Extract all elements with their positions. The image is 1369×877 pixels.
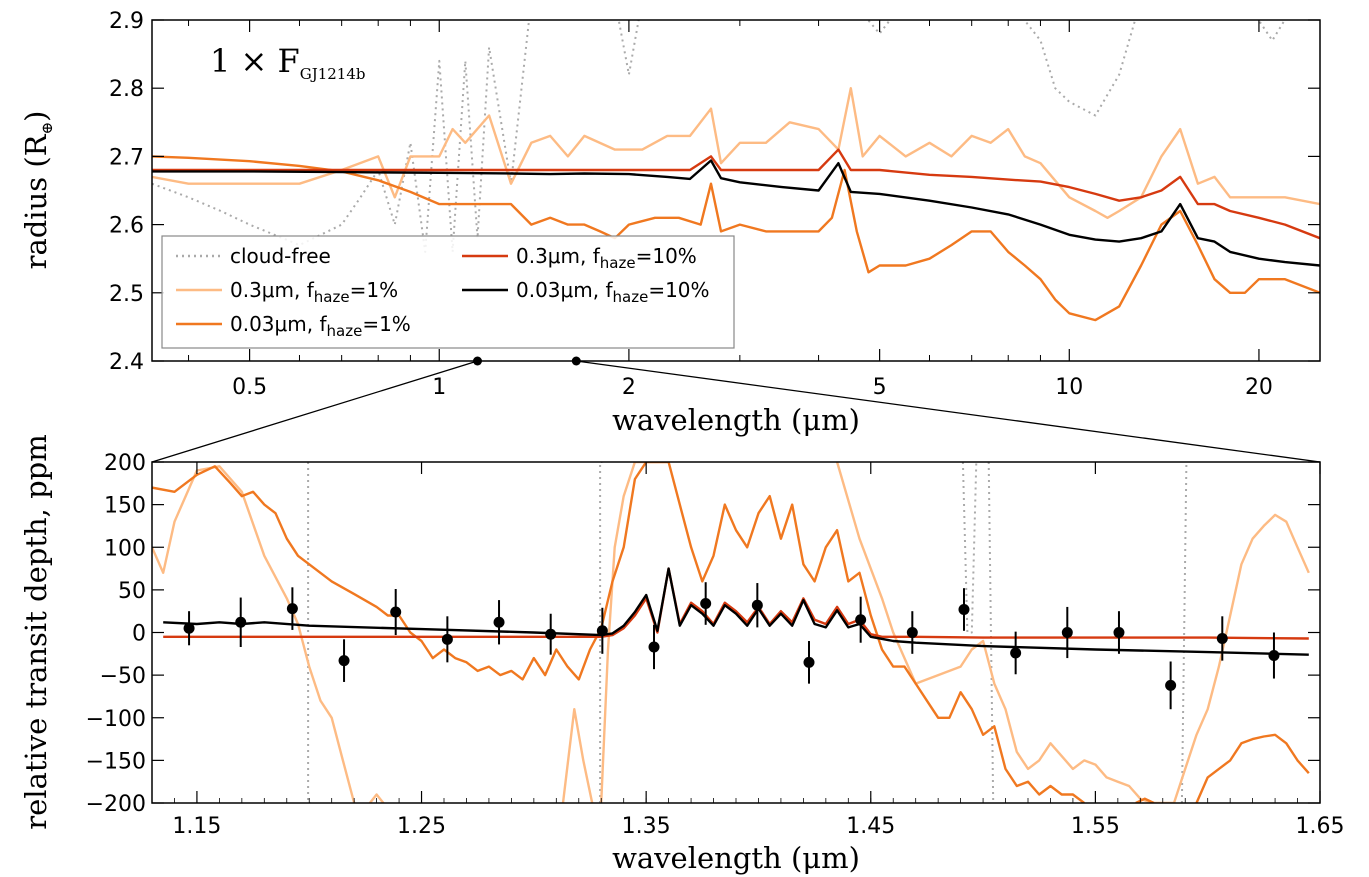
top-y-tick-label: 2.9 [109,9,144,34]
top-x-tick-label: 5 [873,375,887,400]
data-point [1113,627,1125,638]
bottom-x-tick-label: 1.65 [1296,814,1345,839]
data-point [441,633,453,645]
bottom-panel: 1.15 1.25 1.35 1.45 1.55 1.65 −200 −150 −100 −50 0… [19,434,1344,875]
legend-entry-label: 0.03μm, fhaze=10% [516,278,710,306]
bottom-series-line-0 [961,462,978,634]
top-series-line-2 [152,155,1320,322]
bottom-y-tick-label: −100 [86,707,146,732]
bottom-y-tick-label: −150 [86,749,146,774]
bottom-x-tick-label: 1.55 [1071,814,1120,839]
data-point [751,599,763,611]
data-point [183,622,195,634]
data-point [1061,627,1073,638]
data-point [648,641,660,653]
top-x-axis-label: wavelength (μm) [612,403,860,437]
bottom-y-tick-label: 200 [104,451,146,476]
bottom-series-line-1 [368,793,385,803]
annotation: 1 × FGJ1214b [210,42,366,83]
bottom-series-line-1 [600,462,647,803]
bottom-y-tick-label: 0 [132,622,146,647]
top-y-tick-label: 2.5 [109,282,144,307]
bottom-y-tick-label: −200 [86,792,146,817]
bottom-series-line-4 [163,567,1309,656]
data-point [700,598,712,610]
legend: cloud-free 0.3μm, fhaze=1% 0.03μm, fhaze=1… [161,235,735,349]
bottom-x-axis-label: wavelength (μm) [612,841,860,875]
bottom-y-axis-label: relative transit depth, ppm [19,434,53,829]
data-point [286,603,298,615]
bottom-x-tick-label: 1.35 [622,814,671,839]
annotation-sub: GJ1214b [300,65,366,83]
top-ticks: 0.5 1 2 5 10 20 2.4 2.5 2.6 2.7 2.8 2.9 [109,9,1320,400]
top-y-tick-label: 2.7 [109,145,144,170]
top-series-line-0 [152,20,1286,253]
top-y-label-sub: ⊕ [38,122,56,135]
top-plot-frame [151,19,1321,362]
bottom-series-line-3 [163,567,1309,640]
bottom-y-tick-label: −50 [100,664,146,689]
top-y-axis-label: radius (R⊕) [19,111,56,270]
data-point [855,614,867,626]
data-point [235,616,247,628]
top-x-tick-label: 20 [1245,375,1273,400]
zoom-connector-line [576,360,1321,463]
bottom-series-line-1 [561,708,594,803]
bottom-x-tick-label: 1.45 [846,814,895,839]
data-point [1010,647,1022,659]
bottom-data-points [183,582,1280,710]
data-point [1165,679,1177,691]
data-point [1268,650,1280,662]
data-point [493,616,505,628]
top-y-tick-label: 2.6 [109,214,144,239]
top-x-tick-label: 2 [622,375,636,400]
bottom-series-group [152,462,1310,803]
data-point [906,627,918,638]
data-point [1216,632,1228,644]
bottom-series-line-1 [835,462,1310,803]
legend-entry-label: 0.3μm, fhaze=1% [230,278,398,306]
top-y-tick-label: 2.8 [109,77,144,102]
legend-entry-label: 0.3μm, fhaze=10% [516,244,697,272]
bottom-series-line-1 [152,465,356,803]
zoom-connector-line [151,360,478,463]
bottom-plot-frame [151,461,1321,804]
data-point [958,603,970,615]
top-series-line-4 [152,159,1320,267]
bottom-series-line-0 [987,462,995,803]
legend-box [161,235,735,349]
top-series-group [152,20,1320,322]
legend-entry-label: cloud-free [230,244,331,268]
bottom-series-line-0 [1180,462,1188,803]
bottom-series-line-2 [1135,797,1155,803]
bottom-x-tick-label: 1.15 [172,814,221,839]
data-point [545,628,557,640]
top-y-label-end: ) [19,111,53,122]
bottom-series-line-2 [1195,733,1310,803]
annotation-main: 1 × F [210,42,300,80]
data-point [803,656,815,668]
top-series-line-3 [152,148,1320,240]
top-x-tick-label: 1 [432,375,446,400]
bottom-series-line-2 [152,462,1085,803]
svg-text:1 × FGJ1214b: 1 × FGJ1214b [210,42,366,83]
bottom-y-tick-label: 50 [118,579,146,604]
top-panel: 0.5 1 2 5 10 20 2.4 2.5 2.6 2.7 2.8 2.9 1 × FGJ1214… [19,9,1321,463]
legend-entry-label: 0.03μm, fhaze=1% [230,312,411,340]
top-x-tick-label: 10 [1055,375,1083,400]
bottom-ticks: 1.15 1.25 1.35 1.45 1.55 1.65 −200 −150 −100 −50 0… [86,451,1345,839]
top-series-line-1 [152,86,1320,220]
bottom-y-tick-label: 100 [104,536,146,561]
top-y-tick-label: 2.4 [109,350,144,375]
bottom-series-line-0 [307,462,311,803]
zoom-markers [151,356,1321,463]
top-x-tick-label: 0.5 [232,375,267,400]
data-point [390,606,402,618]
bottom-y-tick-label: 150 [104,494,146,519]
top-y-label-main: radius (R [19,133,53,269]
bottom-x-tick-label: 1.25 [397,814,446,839]
data-point [338,655,350,667]
data-point [596,625,608,637]
